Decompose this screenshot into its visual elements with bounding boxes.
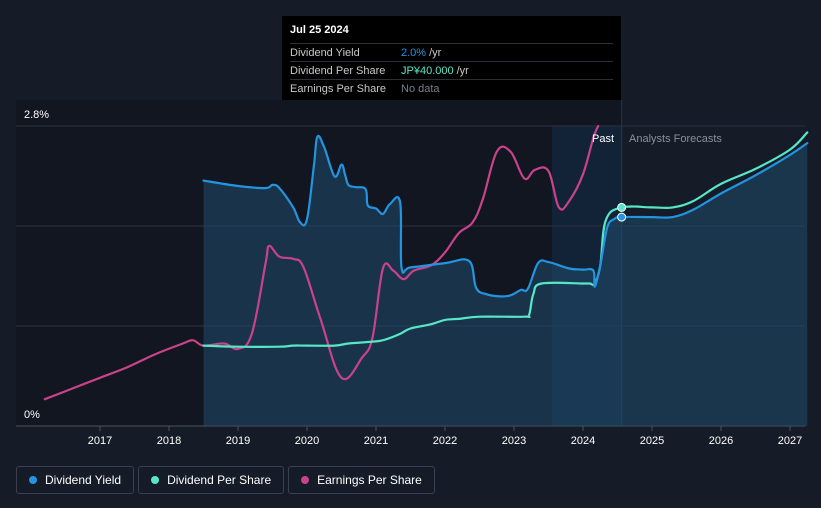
yield-area (203, 135, 808, 427)
x-tick-label: 2024 (571, 435, 595, 447)
tooltip-label: Earnings Per Share (290, 82, 386, 95)
tooltip-unit: /yr (429, 46, 442, 59)
legend-dot-icon (301, 476, 310, 484)
x-tick-label: 2021 (364, 435, 388, 447)
legend-dot-icon (29, 476, 37, 484)
tooltip-label: Dividend Per Share (290, 64, 386, 77)
tooltip-date: Jul 25 2024 (290, 24, 349, 36)
tooltip-value: 2.0% (401, 46, 427, 59)
tooltip-row-dividend-per-share: Dividend Per Share JP¥40.000 /yr (290, 61, 613, 79)
x-tick-label: 2019 (226, 435, 250, 447)
x-tick-label: 2017 (88, 435, 112, 447)
legend-item-earnings-per-share[interactable]: Earnings Per Share (288, 466, 435, 494)
dividend-yield-line (202, 134, 809, 298)
earnings-per-share-line (43, 124, 600, 401)
forecast-region-label: Analysts Forecasts (629, 133, 722, 145)
tooltip-value: JP¥40.000 (401, 64, 454, 77)
legend-label: Earnings Per Share (317, 473, 422, 487)
dividend-per-share-marker (617, 202, 627, 212)
legend: Dividend Yield Dividend Per Share Earnin… (16, 466, 435, 494)
series-lines (43, 124, 809, 401)
legend-label: Dividend Per Share (167, 473, 272, 487)
dividend-yield-area (203, 135, 808, 427)
legend-label: Dividend Yield (45, 473, 122, 487)
x-tick-label: 2026 (709, 435, 733, 447)
x-tick-label: 2023 (502, 435, 526, 447)
x-tick-label: 2027 (778, 435, 802, 447)
tooltip-row-earnings-per-share: Earnings Per Share No data (290, 79, 613, 97)
tooltip-row-dividend-yield: Dividend Yield 2.0% /yr (290, 43, 613, 61)
past-region-label: Past (592, 133, 614, 145)
legend-item-dividend-per-share[interactable]: Dividend Per Share (138, 466, 285, 494)
x-axis: 2017 2018 2019 2020 2021 2022 2023 2024 2025 2026… (88, 426, 802, 447)
tooltip: Jul 25 2024 Dividend Yield 2.0% /yr Divi… (282, 16, 621, 100)
current-markers (617, 202, 627, 222)
legend-dot-icon (151, 476, 160, 484)
tooltip-unit: /yr (456, 64, 469, 77)
x-tick-label: 2025 (640, 435, 664, 447)
tooltip-label: Dividend Yield (290, 46, 360, 59)
dividend-yield-marker (617, 212, 627, 222)
y-axis-top-label: 2.8% (24, 109, 49, 121)
legend-item-dividend-yield[interactable]: Dividend Yield (16, 466, 135, 494)
tooltip-value: No data (401, 82, 440, 95)
y-axis-bottom-label: 0% (24, 409, 40, 421)
x-tick-label: 2020 (295, 435, 319, 447)
x-tick-label: 2018 (157, 435, 181, 447)
x-tick-label: 2022 (433, 435, 457, 447)
dividend-per-share-line (202, 131, 809, 348)
